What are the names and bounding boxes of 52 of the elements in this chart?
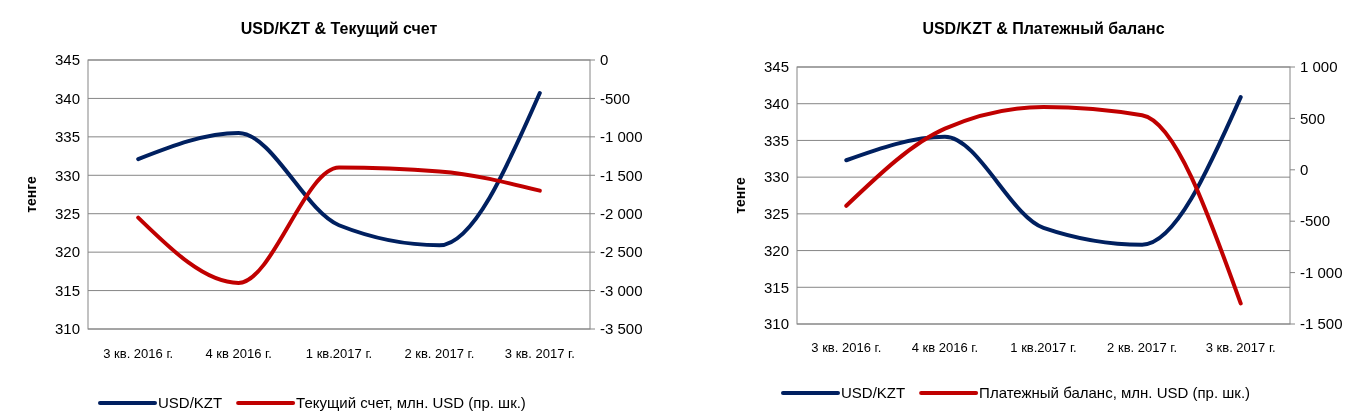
y2-tick-label: 0	[1300, 161, 1309, 179]
y-tick-label: 310	[54, 320, 80, 338]
y-tick-label: 330	[763, 168, 789, 186]
y-tick-label: 320	[54, 243, 80, 261]
x-tick-label: 1 кв.2017 г.	[1010, 340, 1077, 355]
y2-tick-label: -500	[600, 89, 631, 107]
line-series	[844, 95, 1243, 247]
line-series	[136, 91, 542, 248]
legend-label: Текущий счет, млн. USD (пр. шк.)	[296, 394, 526, 411]
y-tick-label: 340	[763, 94, 789, 112]
y2-tick-label: -2 000	[600, 204, 643, 222]
y-tick-label: 330	[54, 166, 80, 184]
y-tick-label: 315	[763, 278, 789, 296]
x-tick-label: 4 кв 2016 г.	[911, 340, 979, 355]
x-tick-label: 3 кв. 2016 г.	[811, 340, 882, 355]
y-tick-label: 335	[54, 128, 80, 146]
y2-tick-label: -2 500	[600, 243, 643, 261]
legend-label: USD/KZT	[841, 384, 906, 401]
x-tick-label: 3 кв. 2017 г.	[1205, 340, 1276, 355]
legend-label: USD/KZT	[158, 394, 223, 411]
y2-tick-label: 500	[1300, 109, 1326, 127]
chart-title: USD/KZT & Платежный баланс	[922, 20, 1165, 37]
y2-tick-label: -3 500	[600, 320, 643, 338]
x-tick-label: 3 кв. 2017 г.	[504, 346, 575, 361]
legend-label: Платежный баланс, млн. USD (пр. шк.)	[979, 384, 1251, 401]
y-tick-label: 325	[54, 204, 80, 222]
y2-tick-label: -3 000	[600, 281, 643, 299]
y2-tick-label: 0	[600, 51, 609, 69]
line-series	[136, 165, 542, 285]
y-tick-label: 310	[763, 315, 789, 333]
y-tick-label: 345	[54, 51, 80, 69]
y2-tick-label: -1 500	[600, 166, 643, 184]
y-axis-title: тенге	[23, 175, 39, 213]
y2-tick-label: -1 000	[600, 128, 643, 146]
y-tick-label: 345	[763, 58, 789, 76]
y-axis-title: тенге	[732, 176, 748, 214]
y-tick-label: 335	[763, 131, 789, 149]
line-series	[844, 105, 1243, 306]
x-tick-label: 4 кв 2016 г.	[205, 346, 272, 361]
y-tick-label: 325	[763, 205, 789, 223]
y2-tick-label: 1 000	[1300, 58, 1338, 76]
y-tick-label: 315	[54, 281, 80, 299]
y2-tick-label: -1 000	[1300, 263, 1343, 281]
x-tick-label: 2 кв. 2017 г.	[404, 346, 475, 361]
y2-tick-label: -1 500	[1300, 315, 1343, 333]
x-tick-label: 2 кв. 2017 г.	[1107, 340, 1178, 355]
chart-title: USD/KZT & Текущий счет	[240, 20, 438, 37]
x-tick-label: 3 кв. 2016 г.	[103, 346, 174, 361]
x-tick-label: 1 кв.2017 г.	[305, 346, 373, 361]
y-tick-label: 340	[54, 89, 80, 107]
y2-tick-label: -500	[1300, 212, 1331, 230]
y-tick-label: 320	[763, 241, 789, 259]
